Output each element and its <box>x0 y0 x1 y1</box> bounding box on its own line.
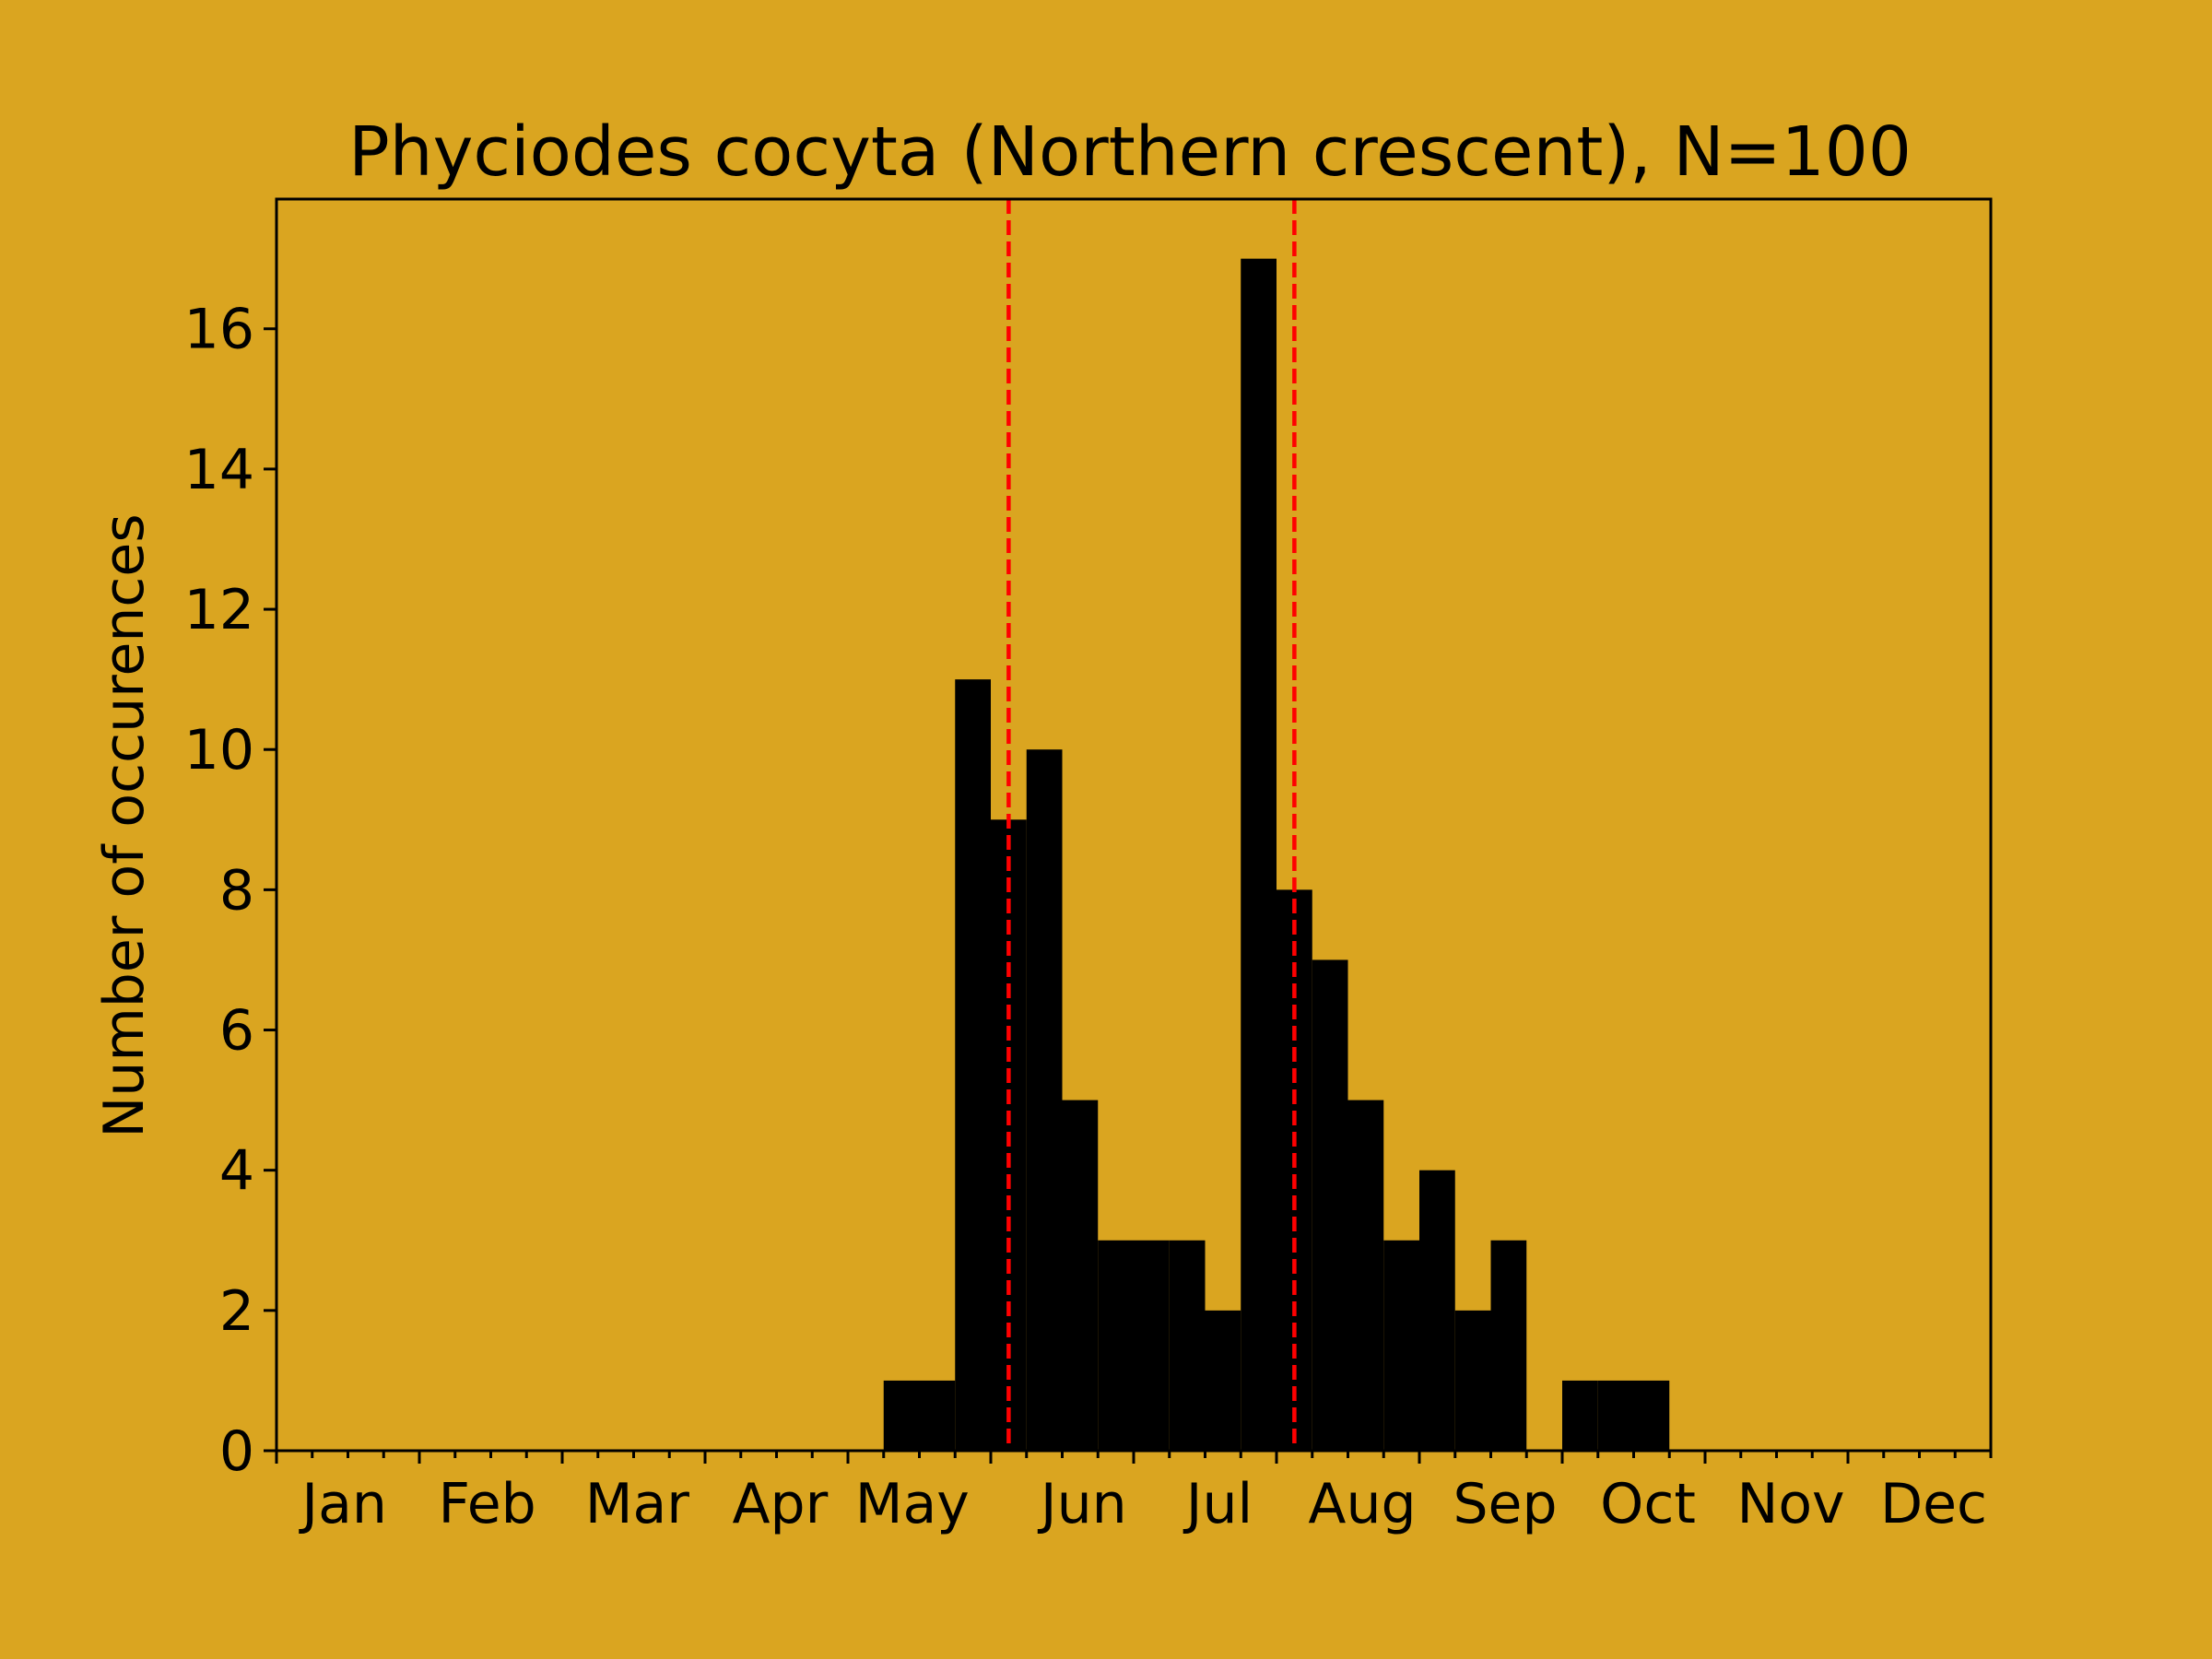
y-tick-label: 16 <box>184 298 254 362</box>
y-axis: 0 2 4 6 8 10 12 14 16 <box>184 298 276 1484</box>
x-tick-label: May <box>855 1472 970 1536</box>
y-tick-label: 0 <box>219 1419 254 1484</box>
histogram-bar <box>1383 1240 1419 1451</box>
plot-frame <box>275 197 1993 1453</box>
x-tick-label: Dec <box>1880 1472 1987 1536</box>
histogram-bar <box>1490 1240 1527 1451</box>
histogram-bar <box>1134 1240 1170 1451</box>
y-tick-label: 10 <box>184 718 254 782</box>
reference-lines-group <box>1006 199 1297 1451</box>
x-tick-label: Apr <box>732 1472 828 1536</box>
x-tick-label: Feb <box>439 1472 536 1536</box>
bars-group <box>883 258 1670 1452</box>
histogram-bar <box>1562 1380 1598 1451</box>
histogram-bar <box>1347 1100 1384 1451</box>
y-tick-label: 8 <box>219 858 254 923</box>
histogram-bar <box>955 679 991 1451</box>
y-tick-label: 4 <box>219 1139 254 1204</box>
x-tick-label: Sep <box>1453 1472 1557 1536</box>
histogram-bar <box>1062 1100 1099 1451</box>
histogram-bar <box>1419 1170 1455 1451</box>
histogram-bar <box>1597 1380 1634 1451</box>
x-tick-label: Nov <box>1736 1472 1844 1536</box>
histogram-bar <box>1169 1240 1206 1451</box>
histogram-bar <box>1312 959 1348 1451</box>
histogram-bar <box>883 1380 920 1451</box>
histogram-bar <box>1633 1380 1670 1451</box>
histogram-bar <box>1026 749 1063 1451</box>
y-axis-label: Number of occurences <box>92 513 157 1137</box>
x-axis: Jan Feb Mar Apr May Jun Jul Aug Sep Oct Nov Dec <box>275 1451 1993 1536</box>
x-tick-label: Jan <box>298 1472 387 1536</box>
y-tick-label: 2 <box>219 1279 254 1344</box>
x-tick-label: Oct <box>1600 1472 1696 1536</box>
histogram-bar <box>1098 1240 1134 1451</box>
x-tick-label: Mar <box>585 1472 690 1536</box>
histogram-bar <box>1205 1310 1241 1451</box>
chart-title: Phyciodes cocyta (Northern crescent), N=… <box>348 112 1912 192</box>
y-tick-label: 6 <box>219 999 254 1064</box>
y-tick-label: 14 <box>184 438 254 502</box>
histogram-bar <box>919 1380 956 1451</box>
histogram-bar <box>1454 1310 1491 1451</box>
x-tick-label: Jul <box>1182 1472 1253 1536</box>
x-tick-label: Aug <box>1308 1472 1416 1536</box>
y-tick-label: 12 <box>184 578 254 642</box>
x-tick-label: Jun <box>1037 1472 1127 1536</box>
histogram-bar <box>1241 258 1277 1452</box>
